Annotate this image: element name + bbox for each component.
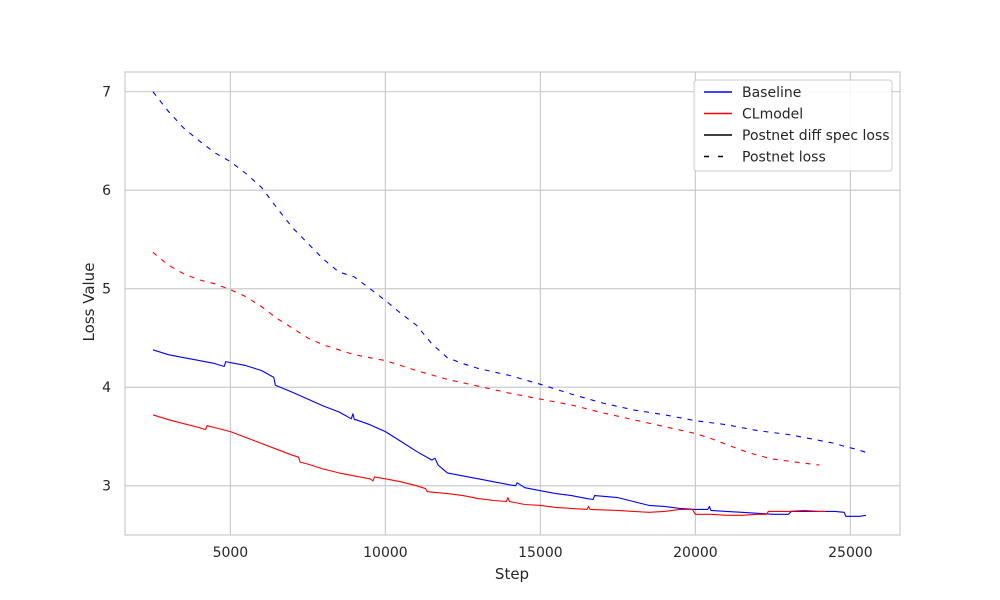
x-axis-label: Step — [495, 565, 529, 583]
y-tick-labels: 3 4 5 6 7 — [102, 85, 111, 495]
y-tick-label: 7 — [102, 85, 111, 101]
series-line-baseline-postnet-diff-spec-loss — [152, 349, 866, 517]
series-line-clmodel-postnet-diff-spec-loss — [152, 414, 826, 516]
y-tick-label: 6 — [102, 183, 111, 199]
x-tick-label: 20000 — [673, 545, 718, 561]
legend-label: CLmodel — [742, 107, 803, 123]
x-tick-label: 5000 — [213, 545, 249, 561]
legend-label: Postnet diff spec loss — [742, 128, 890, 144]
y-tick-label: 5 — [102, 282, 111, 298]
legend-box — [693, 79, 893, 172]
x-tick-label: 15000 — [518, 545, 563, 561]
series-line-clmodel-postnet-loss — [152, 251, 820, 466]
y-axis-label: Loss Value — [80, 263, 98, 342]
legend-label: Postnet loss — [742, 150, 826, 166]
legend-label: Baseline — [742, 85, 801, 101]
plot-frame — [124, 71, 901, 536]
y-tick-label: 4 — [102, 380, 111, 396]
series-group — [152, 91, 867, 517]
series-line-baseline-postnet-loss — [152, 91, 867, 453]
legend: Baseline CLmodel Postnet diff spec loss Pos… — [693, 79, 893, 172]
y-tick-label: 3 — [102, 479, 111, 495]
x-tick-label: 10000 — [363, 545, 408, 561]
legend-items: Baseline CLmodel Postnet diff spec loss Pos… — [704, 85, 890, 166]
x-tick-label: 25000 — [828, 545, 873, 561]
x-tick-labels: 5000 10000 15000 20000 25000 — [213, 545, 873, 561]
